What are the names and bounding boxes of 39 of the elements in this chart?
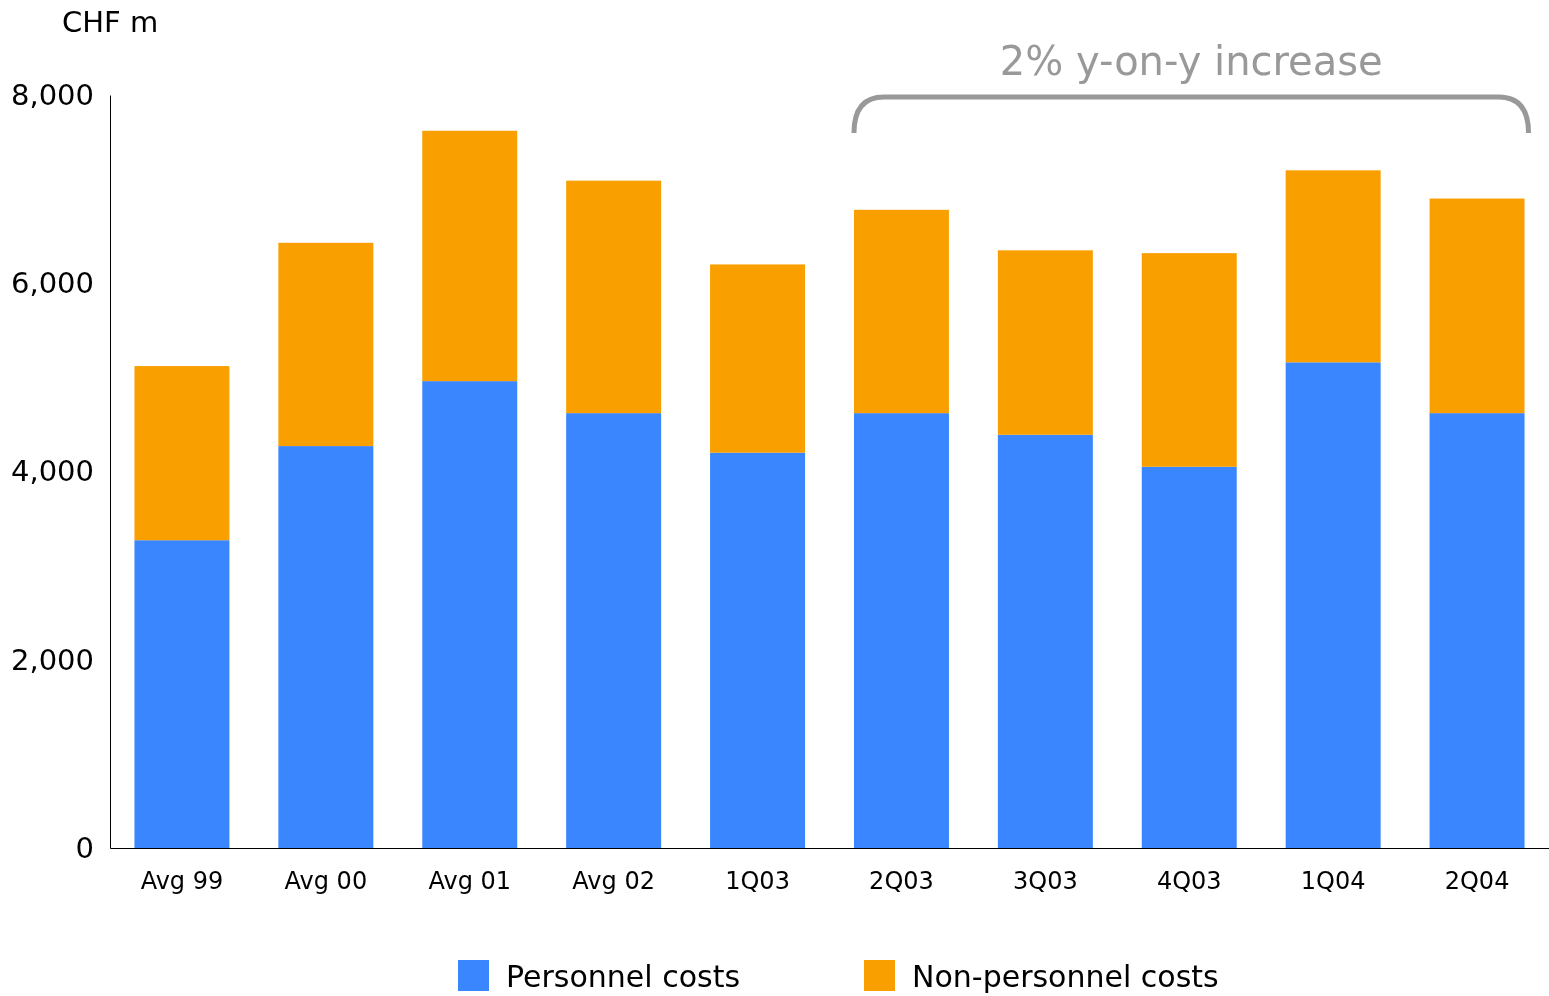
x-tick-label: 1Q04 [1300,867,1366,896]
text: 2% y-on-y increase [999,38,1383,84]
bar [1429,198,1525,414]
x-tick-label: Avg 01 [428,867,512,896]
bar [278,446,374,848]
bar [997,434,1093,848]
y-axis-title: CHF m [62,5,159,39]
bar [1141,253,1237,467]
bar [566,180,662,414]
x-tick-label: 2Q04 [1444,867,1510,896]
y-tick-label: 0 [75,830,94,865]
bar [134,540,230,848]
y-tick-label: 4,000 [10,454,94,489]
y-tick-label: 2,000 [10,642,94,677]
x-tick-label: Avg 00 [284,867,368,896]
bar [1141,466,1237,848]
x-tick-label: 2Q03 [869,867,934,896]
bar [853,413,949,848]
bar [134,366,230,541]
x-tick-label: Avg 02 [572,867,655,896]
bar [566,413,662,848]
x-tick-label: 3Q03 [1013,867,1078,896]
legend-label: Personnel costs [506,959,741,994]
x-tick-label: 4Q03 [1156,867,1222,896]
bar [422,381,518,848]
bar [278,242,374,447]
bar [710,452,806,848]
bar [1429,413,1525,848]
x-tick-label: Avg 99 [140,867,224,896]
bar [1285,170,1381,363]
x-tick-label: 1Q03 [725,867,790,896]
y-tick-label: 6,000 [10,266,94,301]
bar [997,250,1093,435]
bar [853,209,949,414]
bar [422,130,518,382]
y-tick-label: 8,000 [10,77,94,112]
bar [710,264,806,453]
bar [1285,362,1381,848]
legend-label: Non-personnel costs [912,959,1219,994]
